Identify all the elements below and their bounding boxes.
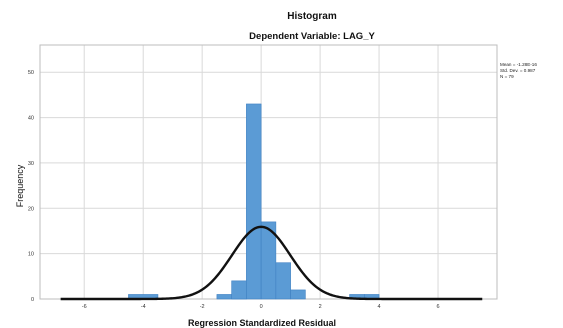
chart-title: Histogram xyxy=(287,11,337,22)
y-tick-labels: 0 10 20 30 40 50 xyxy=(28,70,34,303)
normal-curve xyxy=(60,225,483,301)
y-tick-label: 0 xyxy=(31,297,34,303)
chart-subtitle: Dependent Variable: LAG_Y xyxy=(249,31,375,42)
histogram-bar xyxy=(246,103,262,300)
y-tick-label: 40 xyxy=(28,116,34,122)
histogram-bar xyxy=(260,221,277,300)
histogram-bar xyxy=(290,289,306,300)
y-tick-label: 10 xyxy=(28,252,34,258)
histogram-bar xyxy=(275,262,291,300)
x-tick-labels: -6 -4 -2 0 2 4 6 xyxy=(82,304,440,310)
y-tick-label: 50 xyxy=(28,70,34,76)
x-tick-label: -6 xyxy=(82,304,87,310)
x-tick-label: -4 xyxy=(141,304,146,310)
histogram-bars xyxy=(128,103,380,300)
histogram-bar xyxy=(231,280,247,300)
x-tick-label: 6 xyxy=(437,304,440,310)
x-tick-label: 0 xyxy=(260,304,263,310)
y-axis-label: Frequency xyxy=(15,164,25,207)
stats-mean: Mean = -1.28E-16 xyxy=(500,62,537,67)
x-tick-label: 2 xyxy=(319,304,322,310)
stats-std-dev: Std. Dev. = 0.987 xyxy=(500,68,536,73)
stats-legend: Mean = -1.28E-16 Std. Dev. = 0.987 N = 7… xyxy=(500,62,537,79)
x-tick-label: 4 xyxy=(378,304,381,310)
y-tick-label: 30 xyxy=(28,161,34,167)
y-tick-label: 20 xyxy=(28,206,34,212)
x-axis-label: Regression Standardized Residual xyxy=(188,318,336,328)
x-tick-label: -2 xyxy=(200,304,205,310)
stats-n: N = 79 xyxy=(500,74,514,79)
grid-lines xyxy=(40,45,497,299)
